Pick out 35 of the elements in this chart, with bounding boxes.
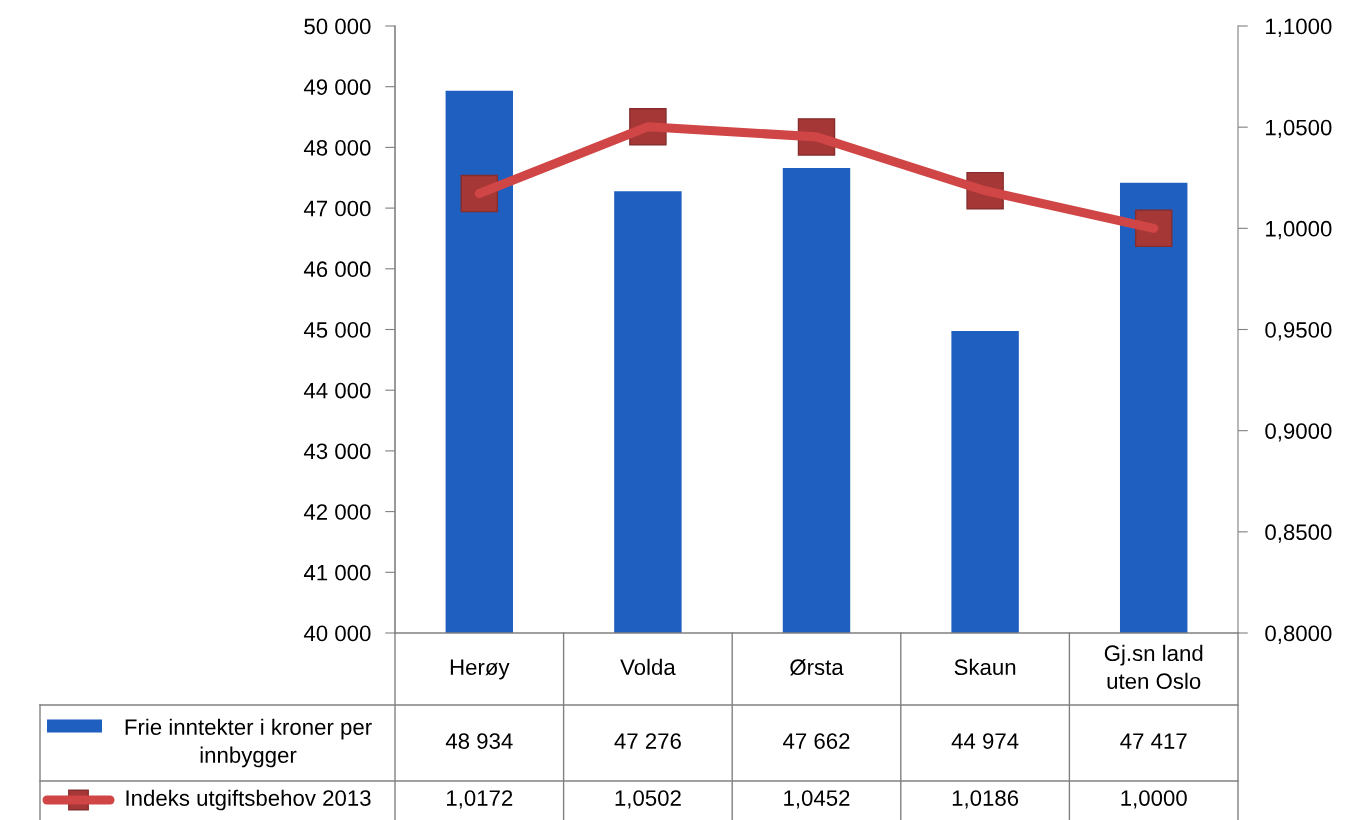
y-tick-label: 44 000 bbox=[303, 382, 371, 399]
x-tick-label: Herøy bbox=[450, 659, 510, 680]
y-tick-label: 47 000 bbox=[303, 200, 371, 217]
data-label: 1,0452 bbox=[784, 790, 850, 809]
legend-label: Indeks utgiftsbehov 2013 bbox=[126, 789, 371, 811]
data-label: 47 417 bbox=[1120, 733, 1187, 749]
x-tick-label: Volda bbox=[620, 658, 676, 676]
data-label: 1,0172 bbox=[447, 790, 513, 809]
y2-tick-label: 1,1000 bbox=[1266, 18, 1332, 37]
y-tick-label: 45 000 bbox=[303, 322, 371, 338]
data-label: 44 974 bbox=[951, 733, 1019, 749]
data-label: 47 662 bbox=[783, 733, 850, 749]
x-tick-label: Skaun bbox=[954, 658, 1016, 676]
data-label: 1,0502 bbox=[615, 790, 681, 809]
y2-tick-label: 1,0000 bbox=[1266, 220, 1332, 240]
y-tick-label: 46 000 bbox=[303, 261, 371, 278]
y-tick-label: 50 000 bbox=[304, 18, 371, 35]
y2-tick-label: 0,9500 bbox=[1265, 322, 1332, 341]
y2-tick-label: 0,8500 bbox=[1265, 524, 1332, 543]
y-tick-label: 43 000 bbox=[303, 443, 371, 460]
data-label: 48 934 bbox=[445, 733, 513, 749]
data-label: 47 276 bbox=[614, 733, 681, 749]
legend-label: Frie inntekter i kroner per innbygger bbox=[125, 718, 372, 768]
x-tick-label: Ørsta bbox=[790, 658, 844, 676]
y2-tick-label: 1,0500 bbox=[1266, 119, 1332, 139]
y-tick-label: 48 000 bbox=[303, 139, 371, 156]
y-tick-label: 41 000 bbox=[303, 564, 371, 581]
x-tick-label: Gj.sn land uten Oslo bbox=[1104, 644, 1203, 690]
y-tick-label: 40 000 bbox=[303, 625, 371, 642]
y2-tick-label: 0,8000 bbox=[1265, 625, 1332, 644]
y-tick-label: 49 000 bbox=[303, 79, 371, 95]
data-label: 1,0000 bbox=[1121, 790, 1187, 809]
data-label: 1,0186 bbox=[952, 790, 1019, 809]
y2-tick-label: 0,9000 bbox=[1265, 423, 1332, 442]
y-tick-label: 42 000 bbox=[303, 504, 371, 520]
